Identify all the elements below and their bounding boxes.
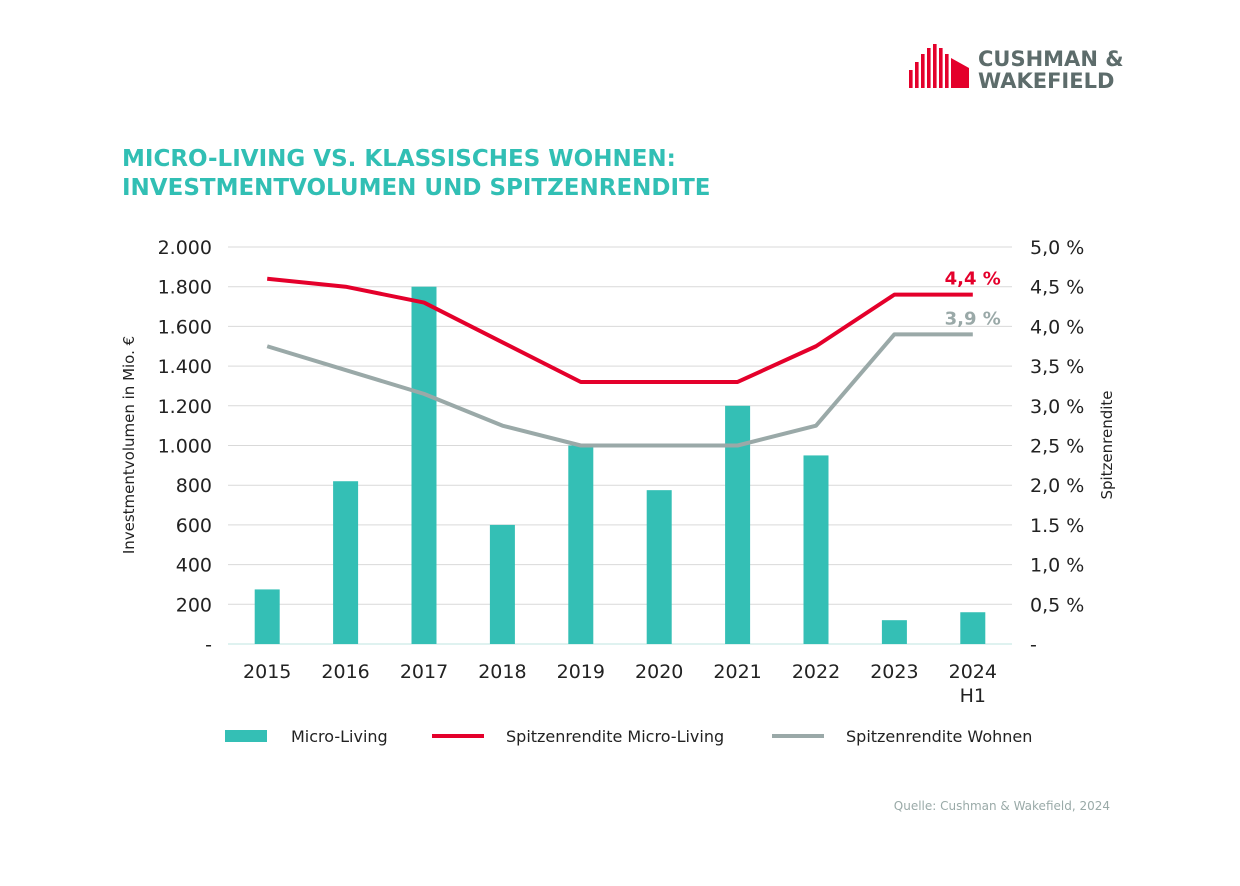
y2-tick-label: 3,5 % bbox=[1030, 356, 1084, 378]
chart-title-line-1: MICRO-LIVING VS. KLASSISCHES WOHNEN: bbox=[122, 146, 676, 172]
y2-tick-label: 2,0 % bbox=[1030, 475, 1084, 497]
y-tick-label: 800 bbox=[176, 475, 212, 497]
brand-line-2: WAKEFIELD bbox=[978, 69, 1114, 93]
bar bbox=[568, 445, 594, 644]
y-tick-label: 1.600 bbox=[158, 316, 212, 338]
x-tick-label: 2019 bbox=[557, 661, 605, 683]
y-tick-label: - bbox=[205, 634, 212, 656]
y2-tick-label: 0,5 % bbox=[1030, 594, 1084, 616]
x-axis-ticks: 2015 2016 2017 2018 2019 2020 2021 2022 2023 2024… bbox=[243, 661, 997, 707]
logo-bar bbox=[909, 70, 913, 88]
logo-roof bbox=[951, 58, 969, 88]
bar bbox=[411, 286, 437, 644]
x-tick-label: H1 bbox=[960, 685, 986, 707]
x-tick-label: 2018 bbox=[478, 661, 526, 683]
y2-axis-title: Spitzenrendite bbox=[1098, 390, 1116, 499]
y2-tick-label: 4,5 % bbox=[1030, 277, 1084, 299]
bar-series bbox=[254, 286, 986, 644]
y2-tick-label: 1,0 % bbox=[1030, 555, 1084, 577]
series-line bbox=[266, 276, 973, 384]
logo-bar bbox=[915, 62, 919, 88]
x-tick-label: 2022 bbox=[792, 661, 840, 683]
y2-tick-label: - bbox=[1030, 634, 1037, 656]
y-axis-title: Investmentvolumen in Mio. € bbox=[120, 336, 138, 554]
bar bbox=[333, 481, 359, 644]
bar bbox=[489, 524, 515, 644]
y2-tick-label: 1.5 % bbox=[1030, 515, 1084, 537]
legend-swatch bbox=[225, 730, 267, 742]
legend: Micro-Living Spitzenrendite Micro-Living S… bbox=[225, 727, 1032, 746]
legend-label: Micro-Living bbox=[291, 727, 388, 746]
chart-title-line-2: INVESTMENTVOLUMEN UND SPITZENRENDITE bbox=[122, 175, 710, 201]
logo-bar bbox=[945, 54, 949, 88]
y-tick-label: 400 bbox=[176, 555, 212, 577]
end-label: 4,4 % bbox=[945, 269, 1001, 290]
bar bbox=[646, 490, 672, 644]
logo-bar bbox=[927, 48, 931, 88]
y-tick-label: 2.000 bbox=[158, 237, 212, 259]
end-labels: 4,4 % 3,9 % bbox=[945, 269, 1001, 330]
series-line bbox=[266, 332, 973, 448]
logo-mark-icon bbox=[909, 44, 969, 88]
brand-logo: CUSHMAN & WAKEFIELD bbox=[909, 44, 1124, 93]
y2-tick-label: 5,0 % bbox=[1030, 237, 1084, 259]
brand-line-1: CUSHMAN & bbox=[978, 47, 1124, 71]
bar bbox=[803, 455, 829, 644]
bar bbox=[960, 612, 986, 644]
y2-tick-label: 4,0 % bbox=[1030, 316, 1084, 338]
x-tick-label: 2023 bbox=[870, 661, 918, 683]
y2-tick-label: 2,5 % bbox=[1030, 436, 1084, 458]
line-series bbox=[266, 276, 973, 448]
logo-bar bbox=[939, 48, 943, 88]
left-axis-ticks: - 200 400 600 800 1.000 1.200 1.400 1.600 1.800 2.… bbox=[158, 237, 212, 656]
y-tick-label: 200 bbox=[176, 594, 212, 616]
logo-bar bbox=[933, 44, 937, 88]
y-tick-label: 1.000 bbox=[158, 436, 212, 458]
source-note: Quelle: Cushman & Wakefield, 2024 bbox=[894, 799, 1110, 813]
x-tick-label: 2016 bbox=[321, 661, 369, 683]
bar bbox=[881, 620, 907, 644]
y-tick-label: 1.800 bbox=[158, 277, 212, 299]
logo-bar bbox=[921, 54, 925, 88]
end-label: 3,9 % bbox=[945, 308, 1001, 329]
x-tick-label: 2020 bbox=[635, 661, 683, 683]
y-tick-label: 1.400 bbox=[158, 356, 212, 378]
y-tick-label: 600 bbox=[176, 515, 212, 537]
y-tick-label: 1.200 bbox=[158, 396, 212, 418]
legend-label: Spitzenrendite Micro-Living bbox=[506, 727, 724, 746]
y2-tick-label: 3,0 % bbox=[1030, 396, 1084, 418]
bar bbox=[254, 589, 280, 644]
x-tick-label: 2015 bbox=[243, 661, 291, 683]
right-axis-ticks: - 0,5 % 1,0 % 1.5 % 2,0 % 2,5 % 3,0 % 3,5 % 4,0 … bbox=[1030, 237, 1084, 656]
x-tick-label: 2021 bbox=[713, 661, 761, 683]
x-tick-label: 2024 bbox=[949, 661, 997, 683]
x-tick-label: 2017 bbox=[400, 661, 448, 683]
legend-label: Spitzenrendite Wohnen bbox=[846, 727, 1032, 746]
